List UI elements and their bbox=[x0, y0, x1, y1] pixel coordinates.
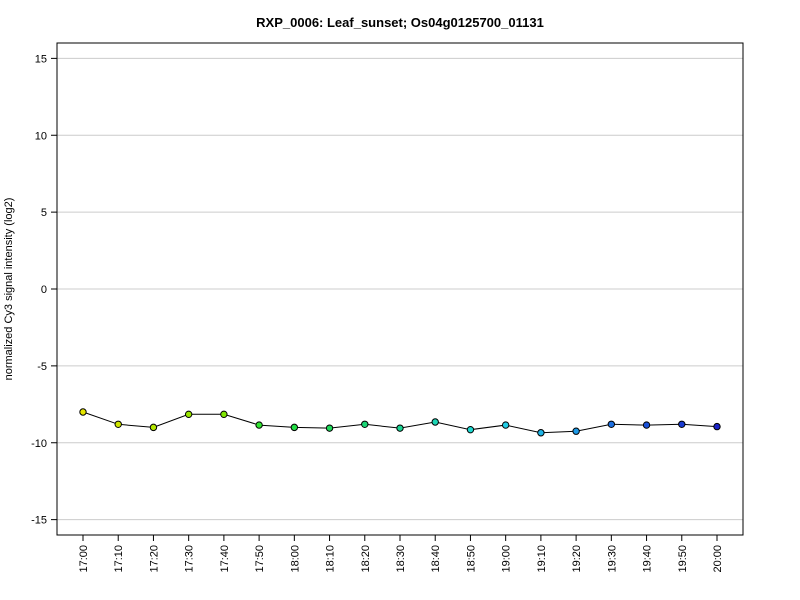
grid-lines bbox=[57, 57, 743, 521]
x-tick-label: 17:30 bbox=[184, 545, 196, 573]
x-tick-label: 17:10 bbox=[113, 545, 125, 573]
x-tick-label: 19:30 bbox=[606, 545, 618, 573]
x-tick-label: 17:50 bbox=[254, 545, 266, 573]
series-points bbox=[79, 408, 721, 437]
x-tick-label: 19:50 bbox=[677, 545, 689, 573]
data-point bbox=[466, 425, 475, 434]
data-point bbox=[431, 418, 439, 426]
x-tick-label: 20:00 bbox=[712, 545, 724, 573]
data-point bbox=[325, 424, 334, 432]
data-point bbox=[396, 424, 404, 432]
x-tick-label: 19:10 bbox=[536, 545, 548, 573]
y-tick-label: -5 bbox=[37, 361, 47, 373]
x-axis: 17:00 17:10 17:20 17:30 17:40 17:50 18:00 18:10… bbox=[78, 535, 724, 573]
y-axis-label: normalized Cy3 signal intensity (log2) bbox=[3, 198, 15, 381]
y-tick-label: 15 bbox=[35, 53, 47, 65]
data-point bbox=[607, 420, 616, 428]
data-point bbox=[537, 429, 545, 437]
data-point bbox=[642, 421, 651, 429]
data-point bbox=[678, 420, 686, 428]
x-tick-label: 18:50 bbox=[465, 545, 477, 573]
x-tick-label: 19:00 bbox=[501, 545, 513, 573]
data-point bbox=[149, 423, 158, 432]
data-point bbox=[572, 427, 580, 435]
data-point bbox=[501, 421, 510, 429]
data-point bbox=[713, 422, 721, 431]
y-tick-label: 5 bbox=[41, 207, 47, 219]
y-axis: -15 -10 -5 0 5 10 15 bbox=[31, 53, 57, 527]
x-tick-label: 18:20 bbox=[360, 545, 372, 573]
plot-frame bbox=[56, 42, 744, 536]
y-tick-label: -10 bbox=[31, 438, 47, 450]
data-point bbox=[255, 421, 263, 429]
y-tick-label: 10 bbox=[35, 130, 47, 142]
x-tick-label: 17:20 bbox=[148, 545, 160, 573]
x-tick-label: 17:00 bbox=[78, 545, 90, 573]
x-tick-label: 18:00 bbox=[289, 545, 301, 573]
data-point bbox=[361, 420, 369, 428]
data-point bbox=[290, 423, 299, 432]
y-tick-label: 0 bbox=[41, 284, 47, 296]
data-point bbox=[79, 408, 87, 416]
x-tick-label: 17:40 bbox=[219, 545, 231, 573]
x-tick-label: 18:30 bbox=[395, 545, 407, 573]
x-tick-label: 18:10 bbox=[325, 545, 337, 573]
y-tick-label: -15 bbox=[31, 515, 47, 527]
x-tick-label: 18:40 bbox=[430, 545, 442, 573]
x-tick-label: 19:20 bbox=[571, 545, 583, 573]
chart-title: RXP_0006: Leaf_sunset; Os04g0125700_0113… bbox=[256, 15, 544, 30]
data-point bbox=[220, 410, 228, 419]
data-point bbox=[184, 410, 193, 419]
x-tick-label: 19:40 bbox=[642, 545, 654, 573]
data-point bbox=[114, 420, 122, 428]
